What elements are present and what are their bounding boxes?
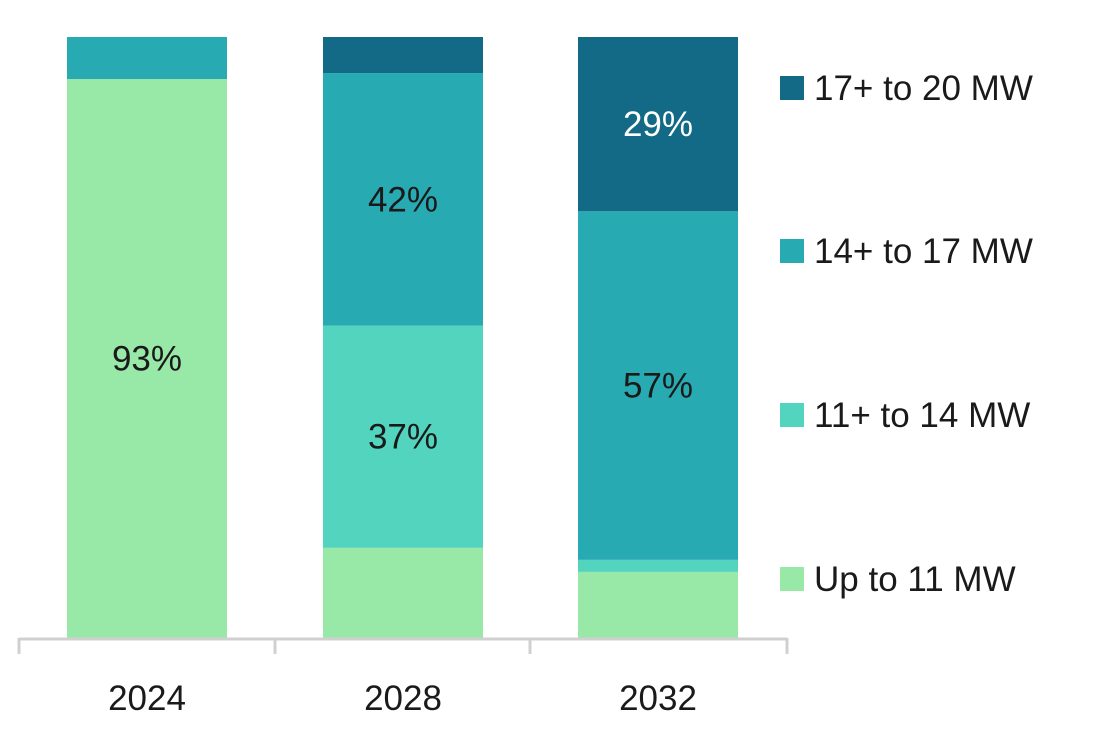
legend-swatch-2 [780,403,804,427]
legend-swatch-3 [780,567,804,591]
bar-2032-series-0 [578,571,738,638]
bar-2024-series-2 [67,37,227,80]
bar-2032-series-3 [578,37,738,212]
data-label-2028-series-1: 37% [368,418,438,457]
x-tick-label-2024: 2024 [108,679,186,718]
data-label-2032-series-2: 57% [623,367,693,406]
legend-label-2: 11+ to 14 MW [814,396,1030,435]
bar-2032-series-1 [578,559,738,572]
x-axis: 2024 2028 2032 [17,637,789,718]
bar-2028-series-0 [323,547,483,638]
bar-2032-series-2 [578,211,738,560]
legend-label-3: Up to 11 MW [814,560,1016,599]
legend-swatch-0 [780,76,804,100]
bars-group: 93% 37% 42% 57% 29% [67,37,738,638]
bar-2028-series-1 [323,325,483,548]
legend-label-1: 14+ to 17 MW [814,232,1033,271]
x-tick-label-2028: 2028 [364,679,442,718]
x-tick-label-2032: 2032 [619,679,697,718]
bar-2024-series-0 [67,79,227,638]
legend: 17+ to 20 MW 14+ to 17 MW 11+ to 14 MW Up t… [780,69,1033,599]
bar-2028-series-2 [323,73,483,326]
data-label-2032-series-3: 29% [623,105,693,144]
legend-swatch-1 [780,239,804,263]
legend-label-0: 17+ to 20 MW [814,69,1033,108]
bar-2028-series-3 [323,37,483,74]
data-label-2028-series-2: 42% [368,180,438,219]
data-label-2024-series-0: 93% [112,340,182,379]
